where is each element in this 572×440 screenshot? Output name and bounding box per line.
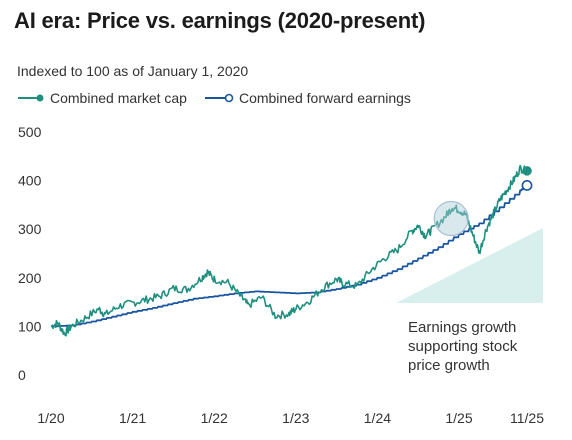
legend-marker-forward-earnings xyxy=(204,93,234,103)
highlight-circle xyxy=(433,200,469,237)
series-line-market-cap xyxy=(50,164,528,337)
earnings-growth-wedge xyxy=(396,228,543,303)
y-tick-label: 200 xyxy=(18,270,42,286)
legend-item-market-cap: Combined market cap xyxy=(18,90,187,106)
legend-label-market-cap: Combined market cap xyxy=(50,90,187,106)
x-tick-label: 1/23 xyxy=(282,410,309,426)
chart-legend: Combined market cap Combined forward ear… xyxy=(18,89,429,107)
y-tick-label: 0 xyxy=(18,367,26,383)
legend-label-forward-earnings: Combined forward earnings xyxy=(238,90,411,106)
x-tick-label: 11/25 xyxy=(510,410,544,426)
end-marker-forward-earnings xyxy=(521,180,533,191)
annotation-line: price growth xyxy=(408,357,490,374)
x-tick-label: 1/20 xyxy=(37,410,64,426)
annotation-line: supporting stock xyxy=(408,338,518,355)
y-tick-label: 400 xyxy=(18,173,42,189)
x-tick-label: 1/25 xyxy=(445,410,472,426)
x-tick-label: 1/24 xyxy=(364,410,391,426)
chart-title: AI era: Price vs. earnings (2020-present… xyxy=(14,8,426,33)
legend-marker-market-cap xyxy=(18,94,44,102)
annotation-line: Earnings growth xyxy=(408,319,517,336)
end-marker-market-cap xyxy=(522,166,532,176)
y-tick-label: 100 xyxy=(18,318,42,334)
legend-item-forward-earnings: Combined forward earnings xyxy=(204,90,411,106)
annotation-text: Earnings growth supporting stock price g… xyxy=(408,318,558,375)
chart-subtitle: Indexed to 100 as of January 1, 2020 xyxy=(17,63,249,79)
y-tick-label: 300 xyxy=(18,221,42,237)
x-tick-label: 1/21 xyxy=(119,410,146,426)
x-tick-label: 1/22 xyxy=(201,410,228,426)
y-tick-label: 500 xyxy=(18,124,42,140)
